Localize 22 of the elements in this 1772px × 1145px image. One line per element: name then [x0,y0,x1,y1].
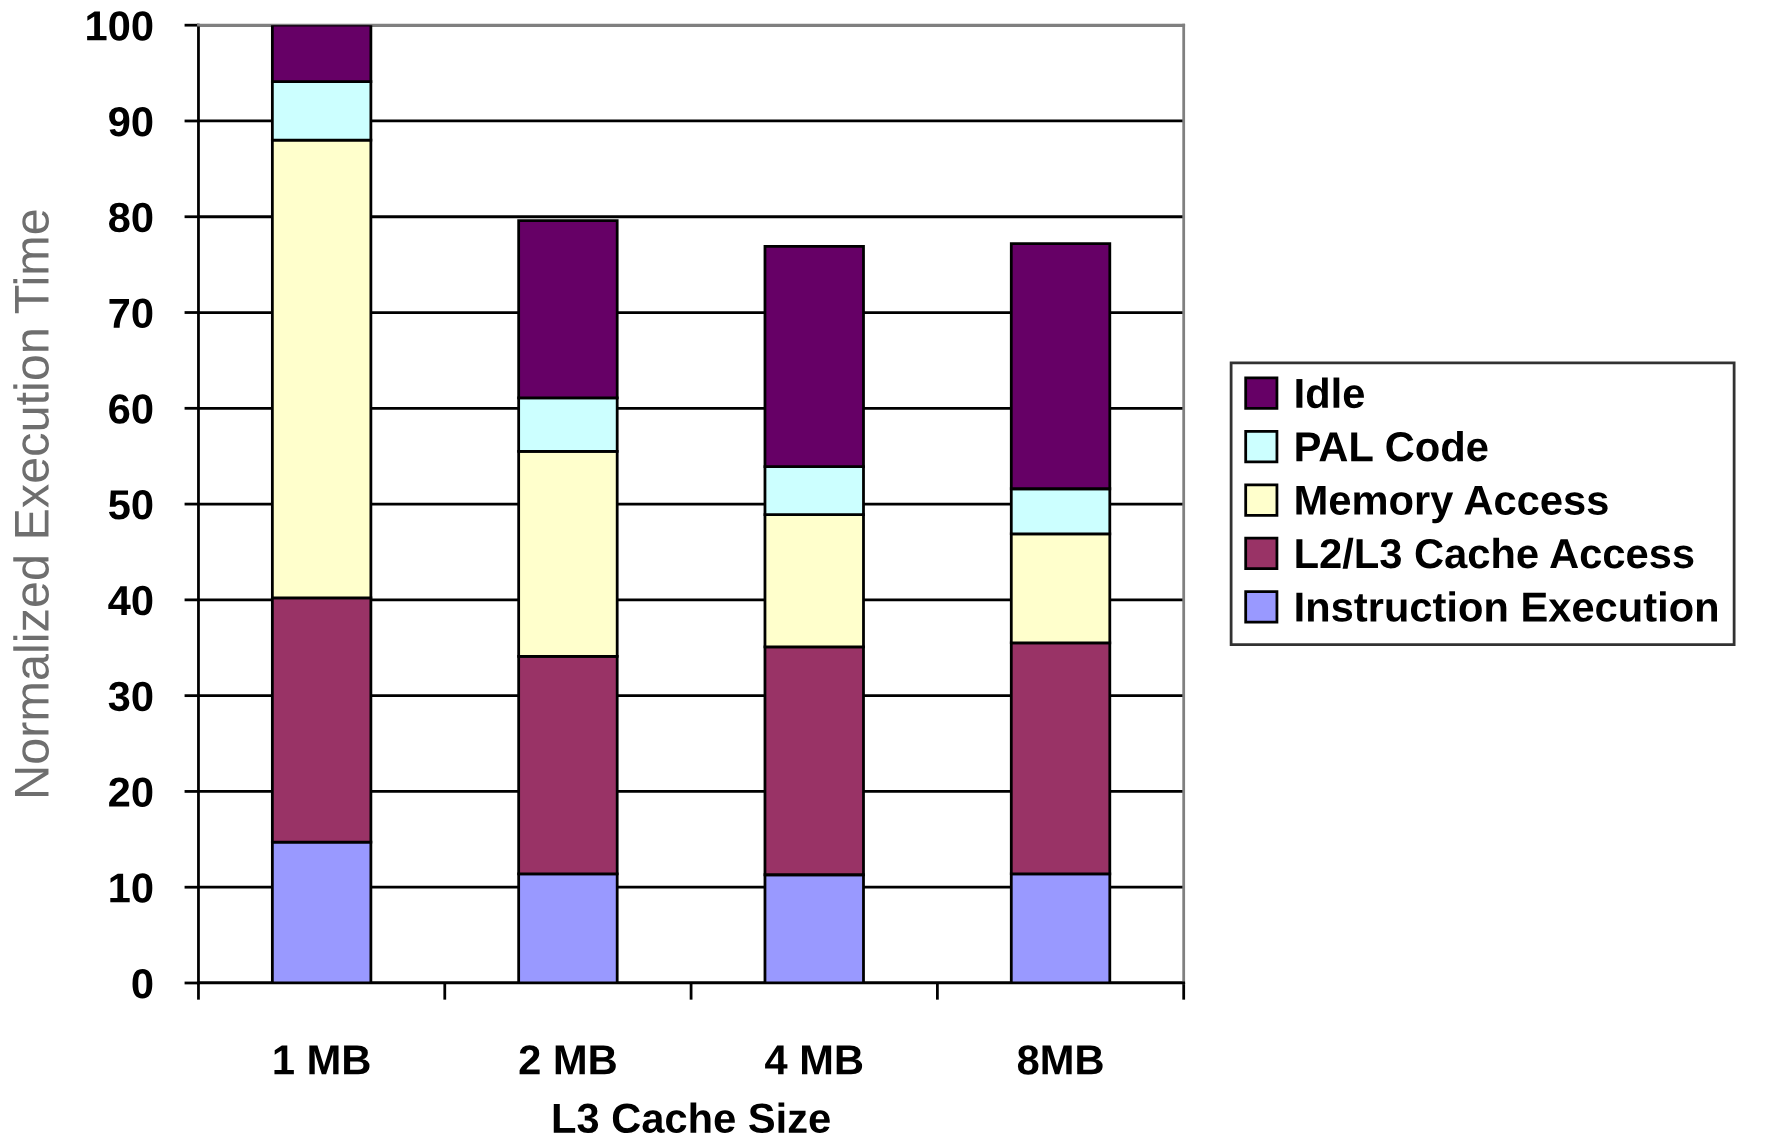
y-tick-label: 70 [109,298,153,329]
y-tick-label: 100 [87,11,153,41]
y-tick-label: 50 [108,490,153,520]
legend-label: Instruction Execution [1296,591,1717,622]
y-tick-label: 80 [109,202,153,233]
legend-label: Idle [1296,377,1364,409]
x-tick-label: 1 MB [274,1045,370,1075]
y-tick-label: 40 [108,585,153,616]
legend-label: PAL Code [1296,430,1488,462]
y-tick-label: 60 [109,394,153,424]
y-axis-title: Normalized Execution Time [13,210,49,796]
legend-label: L2/L3 Cache Access [1296,537,1694,569]
x-tick-label: 4 MB [765,1045,863,1075]
y-tick-label: 90 [109,106,153,137]
x-axis-title: L3 Cache Size [553,1102,830,1134]
y-tick-label: 30 [108,681,153,712]
x-tick-label: 2 MB [519,1045,616,1075]
y-tick-label: 0 [132,968,153,999]
x-tick-label: 8MB [1017,1045,1103,1075]
legend-label: Memory Access [1296,485,1608,524]
y-tick-label: 20 [109,777,153,807]
y-tick-label: 10 [110,873,153,903]
